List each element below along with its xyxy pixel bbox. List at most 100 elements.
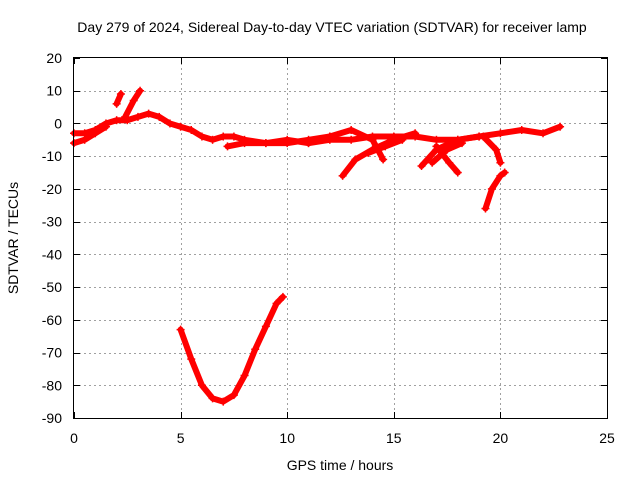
data-point [487,184,496,193]
data-point [165,119,174,128]
data-point [325,132,334,141]
data-point [261,322,270,331]
x-tick-label: 10 [279,430,295,446]
data-point [187,126,196,134]
x-tick-label: 25 [599,430,615,446]
data-point [116,90,125,98]
data-point [229,132,238,141]
data-point [496,129,505,138]
data-point [368,135,377,144]
x-tick-label: 20 [493,430,509,446]
data-point [155,112,164,121]
data-series [70,86,565,406]
y-tick-label: 10 [46,83,62,99]
series-dip-19-20 [479,132,505,167]
series-recovery-19-20 [481,168,509,213]
data-point [223,142,232,151]
data-point [219,132,228,141]
plot-frame [73,57,608,419]
data-point [443,145,452,154]
x-tick-label: 5 [177,430,185,446]
series-fall-14-16 [364,135,407,157]
data-point [428,158,437,167]
data-point [219,397,228,406]
data-point [283,139,292,148]
y-axis-label: SDTVAR / TECUs [5,182,21,294]
data-point [556,122,565,131]
y-tick-label: 0 [54,115,62,131]
data-point [129,96,138,105]
y-tick-label: -10 [42,148,62,164]
data-point [144,109,153,118]
y-tick-label: -70 [42,345,62,361]
x-tick-label: 0 [70,430,78,446]
data-point [278,292,287,301]
data-point [101,122,110,131]
data-point [121,112,130,121]
data-point [379,155,388,164]
series-spike-3h [121,86,145,121]
data-point [481,204,490,213]
data-point [272,299,281,308]
data-point [479,132,488,141]
data-point [208,135,217,144]
data-point [381,142,390,151]
y-tick-label: -90 [42,410,62,426]
data-point [432,142,441,151]
grid [74,58,607,418]
data-point [208,394,217,403]
data-point [351,155,360,164]
data-point [240,371,249,380]
x-axis-label: GPS time / hours [287,457,394,473]
y-tick-label: 20 [46,50,62,66]
data-point [411,129,420,138]
data-point [347,126,356,134]
data-point [304,139,313,148]
data-point [112,99,121,108]
data-point [176,325,185,334]
data-point [261,139,270,148]
data-point [445,158,454,167]
data-point [91,129,100,138]
series-deep-dip [176,292,287,406]
y-axis: 20 10 0 -10 -20 -30 -40 -50 -60 -70 -80 -90 [42,50,607,426]
data-point [539,129,548,138]
data-point [187,355,196,364]
series-line [482,169,508,212]
data-point [398,135,407,144]
data-point [458,139,467,148]
data-point [492,145,501,154]
chart-title: Day 279 of 2024, Sidereal Day-to-day VTE… [77,19,587,35]
data-point [197,381,206,390]
data-point [133,112,142,121]
data-point [112,116,121,125]
data-point [496,171,505,180]
series-arc-16-18 [428,139,467,167]
data-point [500,168,509,177]
series-spike-2h [112,90,125,108]
series-drop-17-18 [432,142,462,177]
data-point [251,345,260,354]
data-point [136,86,145,95]
data-point [197,132,206,141]
data-point [229,391,238,400]
data-point [338,171,347,180]
data-point [453,168,462,177]
data-point [417,162,426,170]
series-line [71,123,109,147]
y-tick-label: -50 [42,279,62,295]
data-point [176,122,185,131]
data-point [496,158,505,167]
data-point [80,135,89,144]
y-tick-label: -30 [42,214,62,230]
y-tick-label: -40 [42,246,62,262]
y-tick-label: -80 [42,377,62,393]
series-line [418,133,483,169]
y-tick-label: -20 [42,181,62,197]
y-tick-label: -60 [42,312,62,328]
data-point [364,148,373,157]
data-point [517,126,526,134]
data-point [240,139,249,148]
data-point [347,135,356,144]
